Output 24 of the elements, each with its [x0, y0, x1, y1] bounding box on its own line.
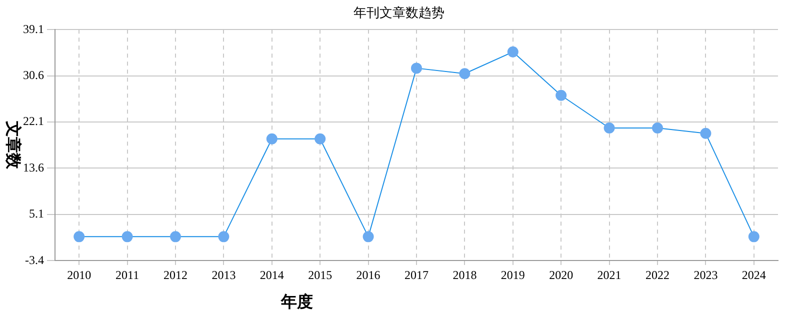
x-tick-label: 2021 [597, 268, 622, 282]
x-tick-label: 2010 [67, 268, 92, 282]
x-tick-label: 2013 [212, 268, 236, 282]
x-tick-label: 2019 [500, 268, 525, 282]
x-tick-label: 2011 [116, 268, 140, 282]
x-tick-label: 2015 [308, 268, 332, 282]
x-tick-label: 2022 [646, 268, 670, 282]
x-tick-label: 2023 [694, 268, 718, 282]
y-tick-label: 30.6 [23, 68, 44, 82]
x-tick-label: 2018 [452, 268, 477, 282]
y-tick-label: 39.1 [23, 22, 44, 36]
y-tick-label: 13.6 [23, 160, 44, 174]
x-tick-label: 2020 [549, 268, 574, 282]
y-tick-label: 22.1 [23, 114, 44, 128]
y-tick-label: -3.4 [25, 252, 44, 267]
x-tick-label: 2014 [260, 268, 284, 282]
chart-title: 年刊文章数趋势 [354, 5, 444, 20]
x-tick-label: 2012 [164, 268, 188, 282]
x-axis-title: 年度 [280, 292, 313, 312]
x-tick-label: 2016 [356, 268, 380, 282]
y-tick-label: 5.1 [29, 206, 44, 221]
x-tick-label: 2024 [742, 268, 766, 282]
y-axis-title: 文章数 [4, 120, 22, 170]
x-tick-label: 2017 [404, 268, 428, 282]
